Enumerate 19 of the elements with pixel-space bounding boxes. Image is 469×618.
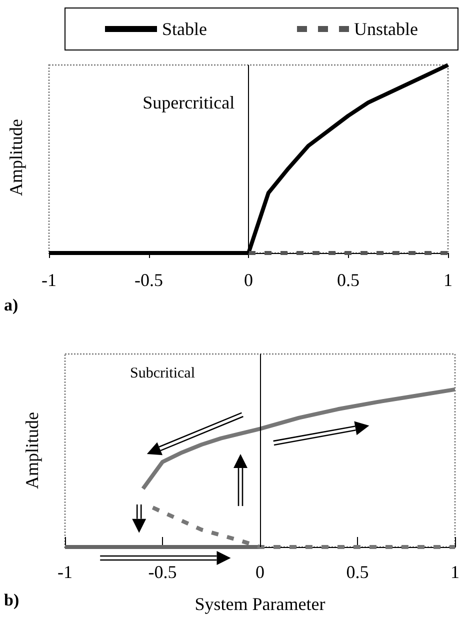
annotation: Supercritical xyxy=(142,92,235,113)
x-tick-label: 1 xyxy=(444,270,452,290)
y-axis-title: Amplitude xyxy=(6,118,26,196)
legend-label: Unstable xyxy=(354,19,418,39)
x-tick-label: -1 xyxy=(58,562,72,582)
legend-label: Stable xyxy=(162,19,207,39)
x-tick-label: 0 xyxy=(256,562,264,582)
x-tick-label: 0.5 xyxy=(337,270,360,290)
text: Subcritical xyxy=(130,366,195,382)
x-axis-title: System Parameter xyxy=(194,594,326,614)
y-axis-title: Amplitude xyxy=(22,412,42,489)
x-tick-label: 0.5 xyxy=(346,562,369,582)
x-tick-label: 0 xyxy=(244,270,253,290)
x-tick-label: -0.5 xyxy=(148,562,177,582)
x-tick-label: 1 xyxy=(450,562,460,582)
text: b) xyxy=(4,590,20,610)
text: a) xyxy=(4,296,18,314)
x-tick-label: -0.5 xyxy=(134,270,163,290)
x-tick-label: -1 xyxy=(42,270,56,290)
